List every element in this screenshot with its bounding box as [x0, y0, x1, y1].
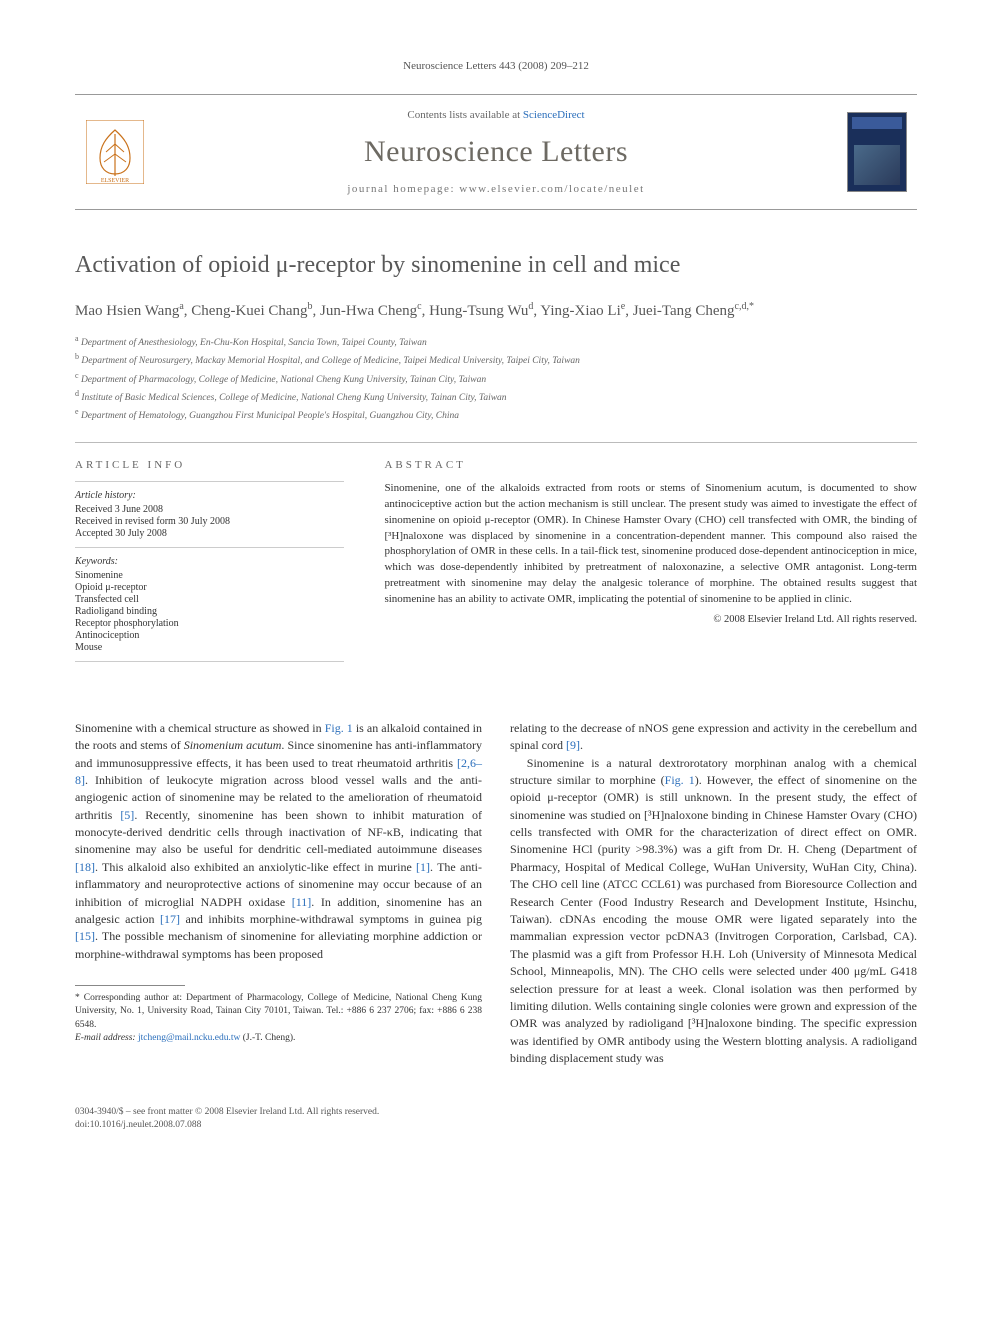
citation-link[interactable]: [17]: [160, 912, 180, 926]
abstract-head: ABSTRACT: [384, 459, 917, 471]
footer-doi-line: doi:10.1016/j.neulet.2008.07.088: [75, 1119, 917, 1132]
citation-link[interactable]: [2,6–8]: [75, 756, 482, 787]
citation-link[interactable]: [11]: [292, 895, 312, 909]
history-line: Received 3 June 2008: [75, 504, 344, 515]
contents-prefix: Contents lists available at: [407, 109, 522, 121]
citation-link[interactable]: [5]: [120, 808, 134, 822]
email-who: (J.-T. Cheng).: [243, 1033, 296, 1043]
corresponding-email-link[interactable]: jtcheng@mail.ncku.edu.tw: [138, 1033, 240, 1043]
sciencedirect-link[interactable]: ScienceDirect: [523, 109, 585, 121]
article-info-head: ARTICLE INFO: [75, 459, 344, 471]
figure-ref-link[interactable]: Fig. 1: [665, 773, 695, 787]
affiliation-item: b Department of Neurosurgery, Mackay Mem…: [75, 351, 917, 368]
affiliation-item: e Department of Hematology, Guangzhou Fi…: [75, 406, 917, 423]
affiliation-item: d Institute of Basic Medical Sciences, C…: [75, 388, 917, 405]
body-paragraph-2: relating to the decrease of nNOS gene ex…: [510, 720, 917, 755]
figure-ref-link[interactable]: Fig. 1: [325, 721, 353, 735]
masthead: ELSEVIER Contents lists available at Sci…: [75, 94, 917, 210]
keywords-list: SinomenineOpioid μ-receptorTransfected c…: [75, 570, 344, 653]
keyword-item: Transfected cell: [75, 594, 344, 605]
body-paragraph-3: Sinomenine is a natural dextrorotatory m…: [510, 755, 917, 1068]
elsevier-tree-icon: ELSEVIER: [86, 120, 144, 184]
citation-link[interactable]: [15]: [75, 929, 95, 943]
publisher-logo: ELSEVIER: [75, 120, 155, 184]
keyword-item: Opioid μ-receptor: [75, 582, 344, 593]
email-label: E-mail address:: [75, 1033, 136, 1043]
affiliation-item: c Department of Pharmacology, College of…: [75, 370, 917, 387]
journal-cover-thumb: [837, 112, 917, 192]
journal-title: Neuroscience Letters: [155, 135, 837, 169]
running-head: Neuroscience Letters 443 (2008) 209–212: [75, 60, 917, 72]
history-lines: Received 3 June 2008Received in revised …: [75, 504, 344, 539]
citation-link[interactable]: [9]: [566, 738, 580, 752]
homepage-url: www.elsevier.com/locate/neulet: [459, 183, 644, 195]
affiliation-list: a Department of Anesthesiology, En-Chu-K…: [75, 333, 917, 424]
keyword-item: Mouse: [75, 642, 344, 653]
article-body: Sinomenine with a chemical structure as …: [75, 720, 917, 1068]
footnote-text: Corresponding author at: Department of P…: [75, 993, 482, 1030]
article-title: Activation of opioid μ-receptor by sinom…: [75, 250, 917, 281]
homepage-label: journal homepage:: [347, 183, 459, 195]
abstract-copyright: © 2008 Elsevier Ireland Ltd. All rights …: [384, 614, 917, 625]
body-paragraph-1: Sinomenine with a chemical structure as …: [75, 720, 482, 963]
citation-link[interactable]: [1]: [416, 860, 430, 874]
citation-link[interactable]: [18]: [75, 860, 95, 874]
page-footer: 0304-3940/$ – see front matter © 2008 El…: [75, 1106, 917, 1133]
contents-available-line: Contents lists available at ScienceDirec…: [155, 109, 837, 121]
affiliation-item: a Department of Anesthesiology, En-Chu-K…: [75, 333, 917, 350]
keyword-item: Antinociception: [75, 630, 344, 641]
history-head: Article history:: [75, 490, 344, 501]
svg-text:ELSEVIER: ELSEVIER: [101, 178, 129, 184]
history-line: Accepted 30 July 2008: [75, 528, 344, 539]
journal-homepage: journal homepage: www.elsevier.com/locat…: [155, 183, 837, 195]
keyword-item: Radioligand binding: [75, 606, 344, 617]
footnote-marker: *: [75, 993, 80, 1003]
corresponding-footnote: * Corresponding author at: Department of…: [75, 992, 482, 1045]
history-line: Received in revised form 30 July 2008: [75, 516, 344, 527]
footnote-rule: [75, 985, 185, 986]
keywords-head: Keywords:: [75, 556, 344, 567]
keyword-item: Receptor phosphorylation: [75, 618, 344, 629]
abstract-text: Sinomenine, one of the alkaloids extract…: [384, 481, 917, 609]
keyword-item: Sinomenine: [75, 570, 344, 581]
author-list: Mao Hsien Wanga, Cheng-Kuei Changb, Jun-…: [75, 299, 917, 323]
footer-issn-line: 0304-3940/$ – see front matter © 2008 El…: [75, 1106, 917, 1119]
